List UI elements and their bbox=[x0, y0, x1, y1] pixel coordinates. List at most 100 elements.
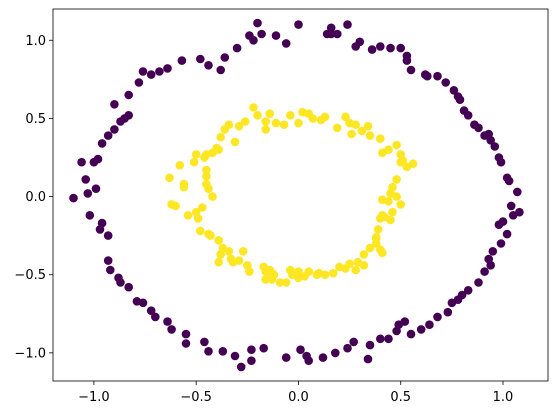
scatter-point-outer bbox=[402, 56, 412, 65]
scatter-point-outer bbox=[132, 297, 142, 306]
scatter-point-inner bbox=[371, 232, 381, 242]
scatter-point-inner bbox=[396, 157, 406, 167]
scatter-point-inner bbox=[378, 148, 387, 158]
scatter-point-outer bbox=[513, 187, 522, 197]
scatter-point-outer bbox=[506, 201, 516, 211]
scatter-point-outer bbox=[302, 351, 311, 361]
scatter-point-inner bbox=[294, 267, 303, 276]
scatter-point-outer bbox=[406, 65, 416, 75]
scatter-point-inner bbox=[298, 107, 307, 117]
scatter-point-inner bbox=[279, 120, 289, 129]
y-tick-label: 1.0 bbox=[25, 34, 46, 49]
scatter-point-outer bbox=[167, 325, 176, 334]
scatter-point-inner bbox=[357, 126, 367, 136]
x-tick-label: −0.5 bbox=[180, 390, 212, 405]
scatter-point-inner bbox=[392, 175, 401, 184]
scatter-point-outer bbox=[245, 31, 254, 40]
scatter-point-inner bbox=[345, 259, 354, 269]
scatter-point-outer bbox=[230, 351, 240, 361]
scatter-point-outer bbox=[85, 211, 95, 220]
scatter-point-outer bbox=[343, 343, 352, 353]
scatter-point-outer bbox=[486, 261, 496, 270]
scatter-point-inner bbox=[378, 195, 387, 204]
scatter-point-outer bbox=[474, 123, 483, 133]
scatter-point-inner bbox=[202, 150, 211, 159]
scatter-point-outer bbox=[259, 343, 269, 353]
scatter-point-outer bbox=[343, 20, 352, 29]
scatter-point-inner bbox=[241, 117, 250, 126]
scatter-point-inner bbox=[202, 165, 211, 175]
y-tick-label: −1.0 bbox=[14, 346, 46, 361]
scatter-point-inner bbox=[191, 150, 201, 159]
scatter-point-inner bbox=[245, 267, 254, 276]
scatter-point-outer bbox=[496, 239, 506, 248]
scatter-point-outer bbox=[77, 157, 86, 167]
scatter-point-outer bbox=[124, 111, 133, 120]
scatter-point-outer bbox=[151, 312, 160, 322]
scatter-point-inner bbox=[328, 268, 338, 278]
scatter-point-outer bbox=[163, 64, 172, 73]
scatter-point-outer bbox=[296, 345, 305, 355]
scatter-point-outer bbox=[515, 207, 524, 217]
scatter-point-outer bbox=[257, 29, 266, 39]
scatter-point-inner bbox=[261, 275, 271, 284]
scatter-point-inner bbox=[345, 118, 354, 128]
scatter-point-outer bbox=[110, 125, 119, 134]
scatter-point-outer bbox=[110, 100, 119, 109]
scatter-point-inner bbox=[373, 225, 383, 234]
scatter-point-inner bbox=[281, 278, 291, 287]
scatter-point-outer bbox=[486, 136, 496, 145]
scatter-point-inner bbox=[347, 129, 356, 139]
scatter-point-inner bbox=[208, 192, 217, 201]
scatter-point-outer bbox=[443, 307, 453, 317]
scatter-point-inner bbox=[365, 243, 375, 253]
scatter-point-outer bbox=[220, 53, 230, 62]
scatter-point-outer bbox=[384, 334, 393, 344]
x-tick-label: 0.5 bbox=[390, 390, 411, 405]
scatter-point-inner bbox=[224, 247, 234, 256]
scatter-point-outer bbox=[91, 184, 101, 193]
scatter-point-inner bbox=[193, 214, 203, 223]
scatter-point-outer bbox=[376, 42, 385, 51]
scatter-point-outer bbox=[463, 111, 473, 120]
scatter-point-outer bbox=[423, 71, 432, 81]
scatter-point-inner bbox=[196, 226, 205, 236]
scatter-point-inner bbox=[165, 173, 174, 183]
scatter-point-outer bbox=[355, 37, 365, 47]
scatter-point-outer bbox=[396, 43, 406, 53]
scatter-point-inner bbox=[320, 270, 330, 280]
scatter-point-inner bbox=[286, 265, 295, 275]
scatter-point-outer bbox=[103, 231, 113, 240]
x-tick-label: 0.0 bbox=[288, 390, 309, 405]
scatter-point-inner bbox=[392, 140, 401, 150]
scatter-point-inner bbox=[175, 161, 185, 170]
scatter-point-outer bbox=[386, 43, 395, 53]
scatter-point-outer bbox=[433, 312, 442, 322]
scatter-point-inner bbox=[249, 103, 258, 112]
x-tick-label: 1.0 bbox=[493, 390, 514, 405]
scatter-point-inner bbox=[238, 247, 248, 256]
scatter-point-inner bbox=[202, 171, 211, 181]
scatter-point-inner bbox=[341, 112, 350, 122]
scatter-point-outer bbox=[392, 326, 401, 336]
scatter-point-outer bbox=[326, 29, 336, 39]
scatter-point-inner bbox=[396, 150, 406, 159]
scatter-point-outer bbox=[490, 142, 500, 151]
scatter-point-inner bbox=[179, 179, 189, 189]
scatter-point-outer bbox=[177, 56, 187, 65]
scatter-point-outer bbox=[124, 282, 133, 292]
scatter-point-inner bbox=[189, 157, 199, 167]
scatter-point-outer bbox=[138, 67, 148, 76]
scatter-point-outer bbox=[376, 334, 385, 344]
scatter-point-outer bbox=[181, 339, 191, 348]
scatter-point-outer bbox=[271, 31, 281, 40]
scatter-point-outer bbox=[81, 175, 90, 184]
scatter-point-outer bbox=[281, 353, 291, 362]
scatter-point-inner bbox=[386, 215, 395, 225]
scatter-point-outer bbox=[455, 95, 465, 104]
scatter-point-outer bbox=[97, 139, 107, 148]
scatter-point-inner bbox=[171, 201, 180, 211]
scatter-point-outer bbox=[294, 20, 303, 29]
y-axis-ticks: −1.0 −0.5 0.0 0.5 1.0 bbox=[14, 34, 53, 361]
scatter-point-outer bbox=[281, 39, 291, 48]
